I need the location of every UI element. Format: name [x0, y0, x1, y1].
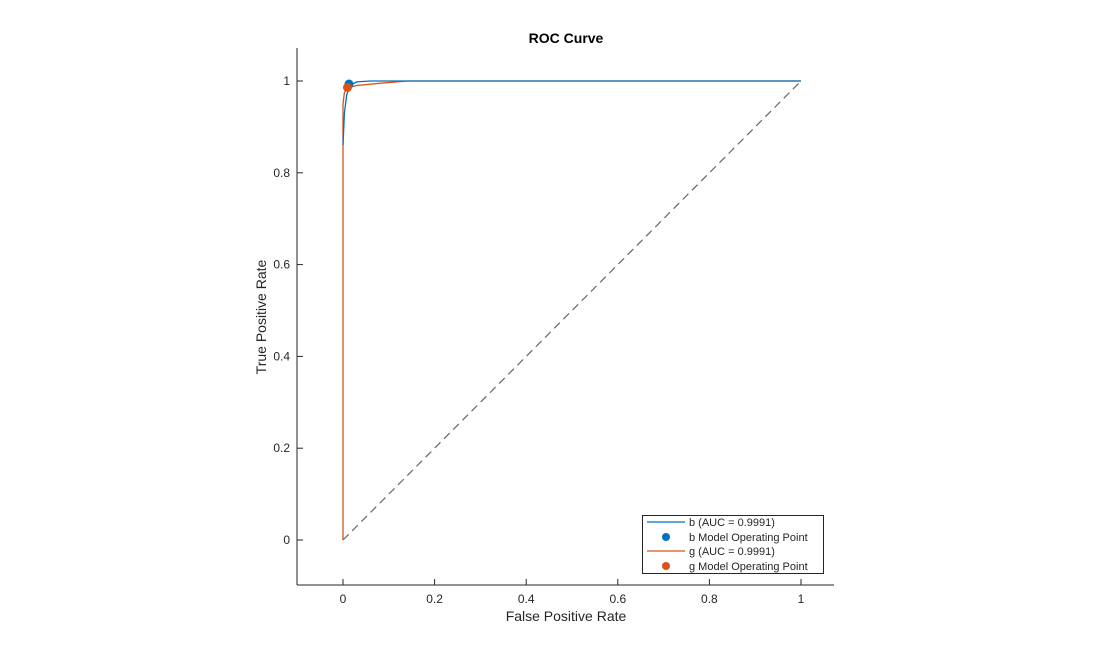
x-tick-label: 0.6 — [609, 592, 626, 606]
g-operating-point — [343, 83, 352, 92]
x-tick-label: 0.8 — [701, 592, 718, 606]
legend-marker-icon — [662, 562, 670, 570]
legend-label: g Model Operating Point — [689, 561, 808, 573]
x-tick-label: 0 — [340, 592, 347, 606]
chart-title: ROC Curve — [529, 30, 604, 46]
y-tick-label: 0 — [283, 533, 290, 547]
x-axis-label: False Positive Rate — [506, 608, 627, 624]
y-tick-label: 0.8 — [273, 166, 290, 180]
chance-diagonal — [342, 80, 802, 541]
x-tick-label: 0.2 — [426, 592, 443, 606]
y-tick-label: 1 — [283, 74, 290, 88]
axes — [296, 48, 834, 586]
legend-label: g (AUC = 0.9991) — [689, 546, 775, 558]
y-tick-label: 0.4 — [273, 349, 290, 363]
legend-marker-icon — [662, 533, 670, 541]
legend-label: b (AUC = 0.9991) — [689, 517, 775, 529]
roc-curve-b — [342, 80, 801, 146]
y-tick-label: 0.6 — [273, 258, 290, 272]
x-ticks: 0 0.2 0.4 0.6 0.8 1 — [340, 579, 805, 606]
x-tick-label: 0.4 — [518, 592, 535, 606]
x-tick-label: 1 — [798, 592, 805, 606]
y-axis-label: True Positive Rate — [253, 259, 269, 374]
y-tick-label: 0.2 — [273, 441, 290, 455]
legend: b (AUC = 0.9991) b Model Operating Point… — [642, 515, 824, 574]
legend-label: b Model Operating Point — [689, 532, 808, 544]
y-ticks: 0 0.2 0.4 0.6 0.8 1 — [273, 74, 303, 547]
